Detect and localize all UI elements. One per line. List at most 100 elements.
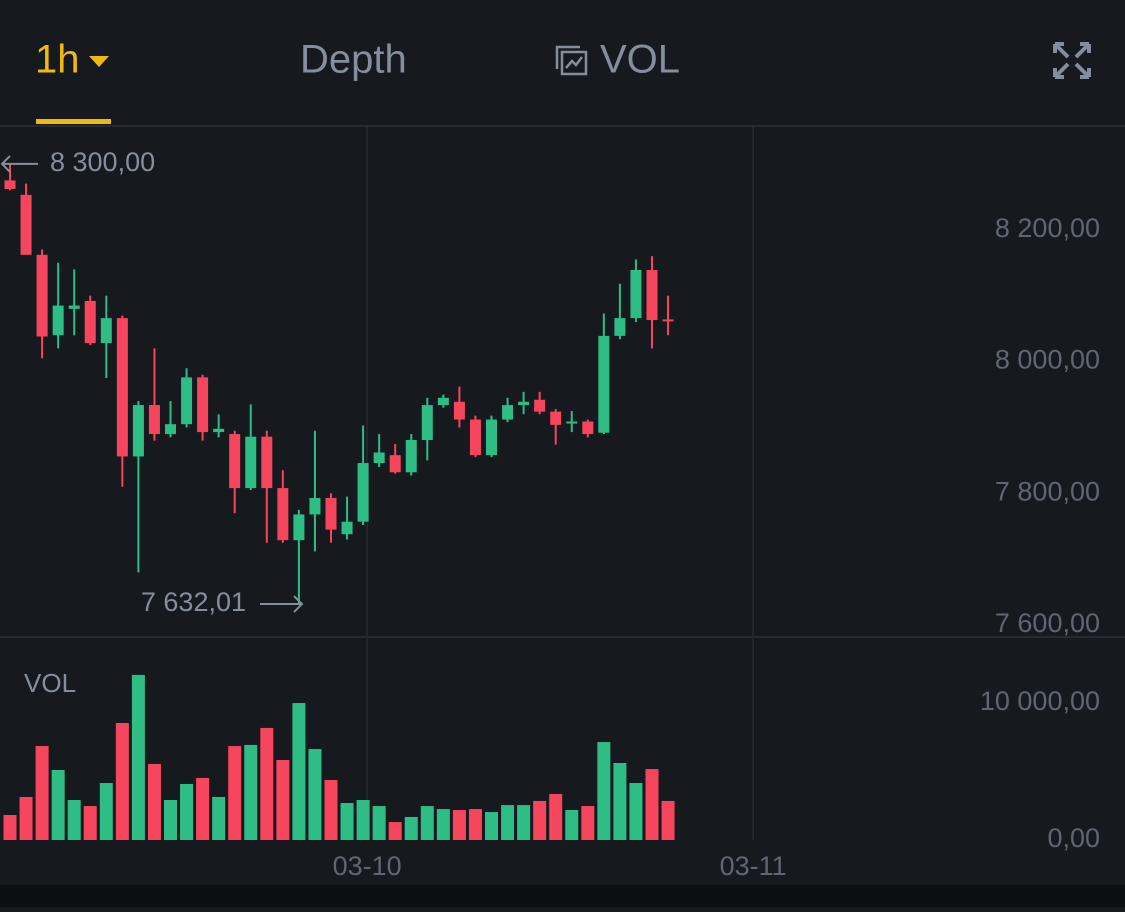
volume-bar — [356, 800, 370, 840]
volume-bar — [324, 780, 338, 840]
volume-bar — [452, 810, 466, 840]
candle-body — [453, 401, 465, 420]
candle-body — [84, 300, 96, 344]
candle-body — [68, 305, 80, 309]
candle-body — [502, 405, 514, 420]
x-tick-label: 03-11 — [720, 851, 787, 881]
volume-bar — [597, 742, 611, 840]
candle-body — [598, 335, 610, 433]
volume-bar — [260, 727, 274, 840]
candle-body — [52, 305, 64, 336]
y-tick-label: 7 800,00 — [995, 476, 1100, 506]
volume-bar — [276, 760, 290, 840]
volume-bar — [196, 777, 210, 840]
tab-underline — [36, 119, 111, 124]
candle-body — [309, 497, 321, 515]
candle-body — [341, 521, 353, 535]
volume-bar — [420, 806, 434, 840]
candle-body — [181, 377, 193, 425]
volume-bar — [565, 810, 579, 840]
candle-body — [630, 269, 642, 319]
fullscreen-icon[interactable] — [1053, 42, 1091, 79]
bottom-strip — [0, 885, 1125, 907]
volume-bar — [517, 805, 531, 840]
volume-bar — [645, 769, 659, 840]
volume-bar — [147, 763, 161, 840]
candle-body — [100, 318, 112, 344]
min-arrow — [260, 595, 304, 613]
volume-bar — [83, 806, 97, 840]
candle-body — [566, 421, 578, 424]
candle-body — [405, 439, 417, 473]
x-tick-label: 03-10 — [333, 851, 402, 881]
volume-bar — [629, 783, 643, 840]
volume-bar — [292, 703, 306, 840]
vol-icon[interactable] — [555, 45, 588, 76]
candle-body — [261, 436, 273, 489]
candle-body — [534, 399, 546, 412]
candle-body — [4, 180, 16, 189]
volume-bar — [67, 800, 81, 840]
y-tick-label: 8 200,00 — [995, 213, 1100, 243]
candle-body — [469, 419, 481, 456]
candle-body — [373, 452, 385, 464]
volume-bar — [388, 822, 402, 840]
volume-bar — [99, 783, 113, 840]
depth-tab[interactable]: Depth — [300, 38, 407, 82]
volume-bar — [661, 800, 675, 840]
candle-body — [325, 497, 337, 530]
candle-body — [213, 428, 225, 433]
candle-body — [229, 434, 241, 489]
candle-body — [357, 463, 369, 522]
volume-bar — [581, 806, 595, 840]
interval-tab[interactable]: 1h — [35, 38, 80, 82]
volume-bar — [613, 763, 627, 840]
candle-body — [550, 411, 562, 425]
volume-bar — [244, 744, 258, 840]
volume-bar — [228, 746, 242, 840]
volume-bar — [19, 796, 33, 840]
max-arrow — [0, 155, 38, 173]
vol-tab[interactable]: VOL — [600, 38, 680, 82]
y-tick-label: 0,00 — [1047, 823, 1100, 853]
candle-body — [662, 319, 674, 322]
candle-body — [421, 405, 433, 440]
candle-body — [582, 421, 594, 435]
candle-body — [20, 194, 32, 255]
volume-bar — [308, 749, 322, 840]
volume-bar — [180, 783, 194, 840]
candle-body — [614, 318, 626, 336]
volume-bar — [485, 812, 498, 840]
candle-body — [116, 318, 128, 457]
y-tick-label: 7 600,00 — [995, 608, 1100, 638]
volume-bar — [468, 809, 482, 840]
volume-bar — [501, 805, 515, 840]
dropdown-caret[interactable] — [89, 56, 109, 67]
max-label: 8 300,00 — [50, 147, 155, 177]
min-label: 7 632,01 — [141, 587, 246, 617]
volume-bar — [35, 746, 49, 840]
candle-body — [277, 488, 289, 541]
volume-bar — [549, 793, 563, 840]
candle-body — [293, 514, 305, 541]
candle-body — [197, 377, 209, 433]
volume-bar — [212, 796, 226, 840]
vol-label: VOL — [24, 668, 76, 698]
volume-bar — [115, 723, 129, 840]
volume-bar — [436, 809, 450, 840]
volume-bar — [3, 815, 17, 840]
volume-bar — [51, 770, 65, 840]
volume-bar — [131, 674, 145, 840]
volume-bar — [164, 800, 177, 840]
candle-body — [518, 401, 530, 406]
volume-bar — [340, 803, 354, 840]
candle-body — [132, 405, 144, 457]
volume-bar — [404, 816, 418, 840]
volume-bar — [533, 800, 547, 840]
candle-body — [148, 405, 160, 435]
y-tick-label: 10 000,00 — [980, 686, 1100, 716]
volume-bar — [372, 806, 386, 840]
